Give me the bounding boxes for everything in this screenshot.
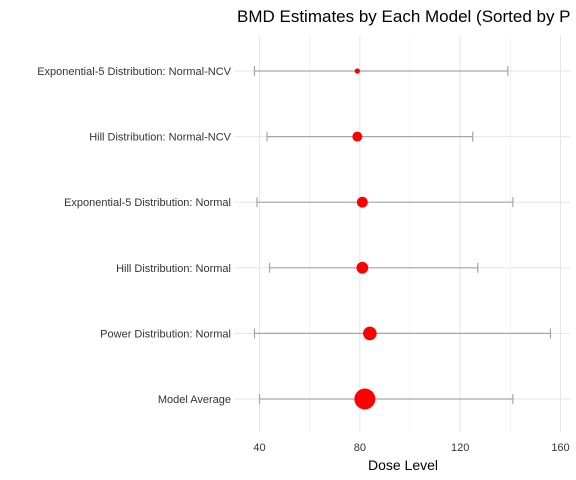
category-labels: Exponential-5 Distribution: Normal-NCV Hi… (37, 66, 231, 406)
error-bar (267, 132, 473, 142)
x-axis-label: Dose Level (368, 457, 438, 473)
error-bar (254, 328, 550, 338)
error-bar (254, 66, 507, 76)
x-tick-labels: 40 80 120 160 (253, 442, 569, 454)
bmd-point (355, 68, 360, 73)
error-bar (257, 197, 513, 207)
category-label: Hill Distribution: Normal-NCV (89, 132, 231, 144)
x-tick-label: 80 (354, 442, 366, 454)
category-label: Exponential-5 Distribution: Normal-NCV (37, 66, 231, 78)
bmd-point (363, 327, 377, 341)
bmd-point (357, 197, 368, 208)
bmd-point (356, 262, 368, 274)
bmd-point (352, 132, 362, 142)
error-bar (260, 394, 513, 404)
bmd-points (352, 68, 376, 409)
x-tick-label: 120 (451, 442, 469, 454)
bmd-point (354, 389, 375, 410)
category-label: Model Average (158, 394, 231, 406)
error-bars (254, 66, 550, 404)
category-label: Hill Distribution: Normal (116, 263, 231, 275)
grid (234, 36, 570, 432)
x-tick-label: 160 (551, 442, 569, 454)
category-label: Exponential-5 Distribution: Normal (64, 197, 231, 209)
category-label: Power Distribution: Normal (100, 328, 231, 340)
error-bar (270, 263, 478, 273)
chart-title: BMD Estimates by Each Model (Sorted by P (237, 7, 571, 26)
x-tick-label: 40 (253, 442, 265, 454)
